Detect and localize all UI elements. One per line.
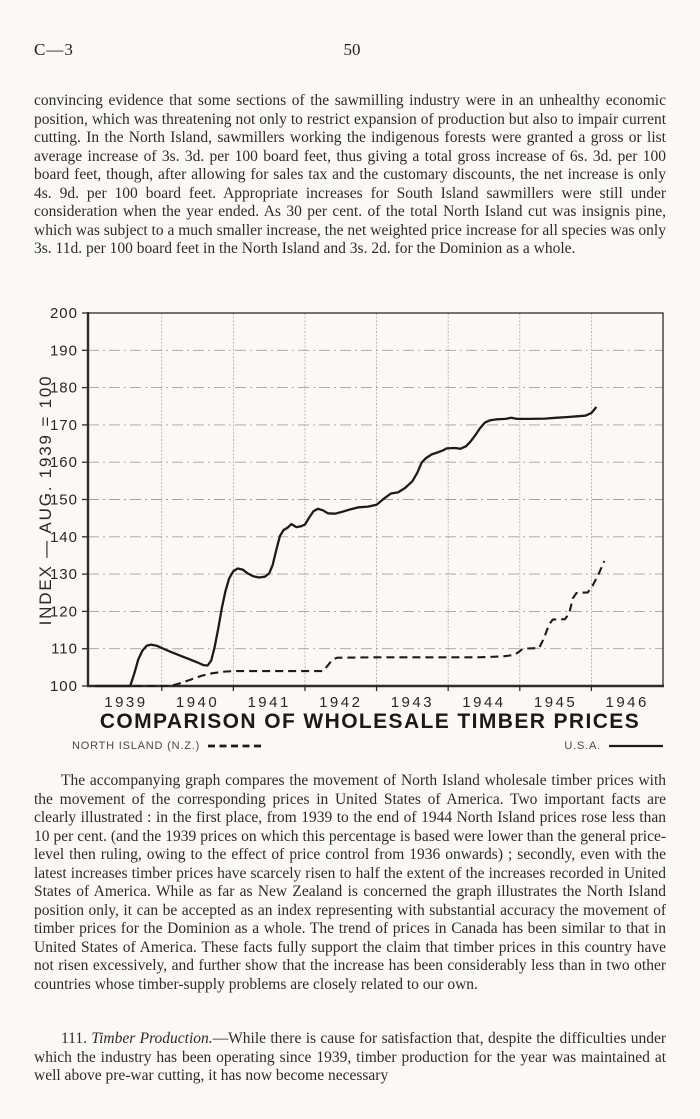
solid-line-sample-icon — [609, 744, 663, 748]
svg-text:1942: 1942 — [319, 694, 362, 711]
svg-text:190: 190 — [50, 342, 78, 359]
paragraph-timber-production: 111. Timber Production.—While there is c… — [34, 1030, 666, 1086]
dashed-line-sample-icon — [208, 744, 263, 748]
paragraph-sawmilling: convincing evidence that some sections o… — [34, 92, 666, 257]
page-number: 50 — [343, 40, 361, 59]
legend-label-north-island: NORTH ISLAND (N.Z.) — [72, 740, 201, 752]
svg-text:140: 140 — [50, 529, 78, 546]
svg-text:1940: 1940 — [176, 694, 219, 711]
svg-text:200: 200 — [50, 305, 78, 322]
svg-text:150: 150 — [50, 492, 78, 509]
svg-text:170: 170 — [50, 417, 78, 434]
section-number: 111. — [61, 1030, 92, 1047]
svg-text:1941: 1941 — [247, 694, 290, 711]
legend-item-usa: U.S.A. — [564, 740, 664, 752]
svg-text:1945: 1945 — [534, 694, 577, 711]
chart-title: COMPARISON OF WHOLESALE TIMBER PRICES — [99, 710, 641, 733]
svg-text:1946: 1946 — [606, 694, 649, 711]
svg-text:110: 110 — [51, 641, 78, 658]
report-code: C—3 — [34, 40, 74, 59]
svg-text:180: 180 — [50, 380, 78, 397]
chart-plot-area: 100 110 120 130 140 150 160 170 180 190 200 1939 194… — [50, 305, 664, 711]
svg-text:120: 120 — [50, 603, 78, 620]
page-header: C—3 50 — [34, 40, 670, 62]
svg-text:1939: 1939 — [104, 694, 147, 711]
legend-label-usa: U.S.A. — [564, 740, 601, 752]
timber-price-chart: INDEX — AUG. 1939 = 100 100 110 120 130 140 1… — [30, 303, 690, 768]
svg-text:1944: 1944 — [462, 694, 505, 711]
paragraph-graph-discussion: The accompanying graph compares the move… — [34, 772, 666, 993]
svg-text:130: 130 — [50, 566, 78, 583]
section-title: Timber Production. — [91, 1030, 213, 1047]
legend-item-north-island: NORTH ISLAND (N.Z.) — [72, 740, 263, 752]
svg-text:160: 160 — [50, 454, 78, 471]
chart-legend: NORTH ISLAND (N.Z.) U.S.A. — [72, 739, 664, 753]
svg-text:100: 100 — [50, 678, 78, 695]
svg-text:1943: 1943 — [391, 694, 434, 711]
section-body: —While there is cause for satisfaction t… — [34, 1030, 666, 1084]
